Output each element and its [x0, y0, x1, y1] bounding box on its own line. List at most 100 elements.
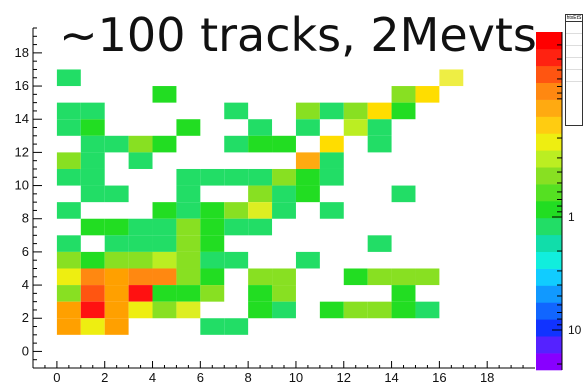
heatmap-cell [80, 185, 105, 203]
heatmap-cell [104, 135, 129, 153]
palette-band [536, 150, 562, 168]
heatmap-cell [391, 268, 416, 286]
heatmap-cell [391, 285, 416, 302]
heatmap-cell [128, 235, 153, 252]
heatmap-cell [272, 202, 296, 219]
heatmap-cell [128, 251, 153, 269]
heatmap-cell [224, 251, 249, 269]
heatmap-cell [272, 168, 296, 186]
heatmap-cell [176, 218, 201, 236]
heatmap-cell [176, 285, 201, 302]
heatmap-cell [367, 135, 392, 153]
x-tick-label: 14 [384, 370, 398, 385]
palette-band [536, 133, 562, 151]
palette-tick-label: 10 [568, 323, 582, 337]
heatmap-cell [152, 268, 177, 286]
heatmap-cell [391, 102, 416, 120]
y-tick-label: 18 [15, 45, 29, 60]
stats-row [566, 22, 582, 34]
heatmap-cell [80, 135, 105, 153]
stats-row [566, 46, 582, 58]
x-tick-label: 0 [53, 370, 60, 385]
x-tick-label: 4 [149, 370, 156, 385]
heatmap-cell [248, 202, 273, 219]
heatmap-cell [200, 235, 225, 252]
y-tick-label: 16 [15, 78, 29, 93]
heatmap-cell [80, 318, 105, 335]
heatmap-cell [56, 168, 81, 186]
y-tick-label: 14 [15, 111, 29, 126]
heatmap-cell [128, 152, 153, 169]
palette-band [536, 116, 562, 134]
heatmap-cell [319, 202, 344, 219]
stats-row [566, 70, 582, 82]
stats-box: htxEtS [565, 14, 583, 126]
heatmap-cell [272, 301, 296, 319]
y-tick-label: 6 [22, 244, 29, 259]
heatmap-cell [200, 318, 225, 335]
x-tick-label: 10 [289, 370, 303, 385]
heatmap-cell [391, 86, 416, 103]
heatmap-cell [56, 301, 81, 319]
y-tick-label: 10 [15, 178, 29, 193]
heatmap-cell [104, 218, 129, 236]
heatmap-cell [200, 268, 225, 286]
heatmap-cell [56, 285, 81, 302]
heatmap-cell [104, 251, 129, 269]
heatmap-cell [128, 218, 153, 236]
heatmap-cell [343, 102, 368, 120]
heatmap-cell [248, 285, 273, 302]
heatmap-cell [272, 185, 296, 203]
heatmap-cell [295, 119, 320, 136]
heatmap-cell [152, 285, 177, 302]
heatmap-cell [176, 202, 201, 219]
palette-band [536, 82, 562, 100]
heatmap-cell [295, 185, 320, 203]
palette-band [536, 234, 562, 252]
heatmap-cell [367, 268, 392, 286]
heatmap-cell [272, 135, 296, 153]
heatmap-cell [248, 168, 273, 186]
heatmap-cell [104, 285, 129, 302]
heatmap-cell [80, 102, 105, 120]
palette-band [536, 217, 562, 236]
palette-band [536, 285, 562, 303]
heatmap-cell [56, 119, 81, 136]
heatmap-cell [439, 69, 464, 87]
heatmap-cell [200, 202, 225, 219]
stats-row [566, 34, 582, 46]
heatmap-cell [128, 285, 153, 302]
palette-band [536, 48, 562, 67]
heatmap-cell [295, 168, 320, 186]
heatmap-cell [176, 301, 201, 319]
heatmap-cell [176, 235, 201, 252]
heatmap-cell [295, 102, 320, 120]
x-axis: 0 2 4 6 8 10 12 14 16 18 [32, 361, 524, 385]
heatmap-cell [343, 268, 368, 286]
heatmap-cell [104, 185, 129, 203]
heatmap-cell [56, 102, 81, 120]
heatmap-cell [200, 218, 225, 236]
heatmap-cell [248, 185, 273, 203]
heatmap-cell [152, 135, 177, 153]
heatmap-cell [319, 301, 344, 319]
heatmap-cell [248, 268, 273, 286]
x-tick-label: 12 [337, 370, 351, 385]
heatmap-cell [415, 86, 440, 103]
x-tick-label: 18 [480, 370, 494, 385]
palette-band [536, 319, 562, 337]
heatmap-cell [80, 285, 105, 302]
x-tick-label: 6 [197, 370, 204, 385]
palette-band [536, 251, 562, 269]
heatmap-cell [224, 102, 249, 120]
heatmap-cell [128, 135, 153, 153]
y-tick-label: 4 [22, 277, 29, 292]
palette-band [536, 268, 562, 286]
heatmap-cell [80, 301, 105, 319]
heatmap-cell [391, 301, 416, 319]
palette-band [536, 65, 562, 83]
heatmap-cell [295, 152, 320, 169]
heatmap-cells [56, 69, 464, 335]
heatmap-cell [176, 185, 201, 203]
heatmap-cell [80, 119, 105, 136]
